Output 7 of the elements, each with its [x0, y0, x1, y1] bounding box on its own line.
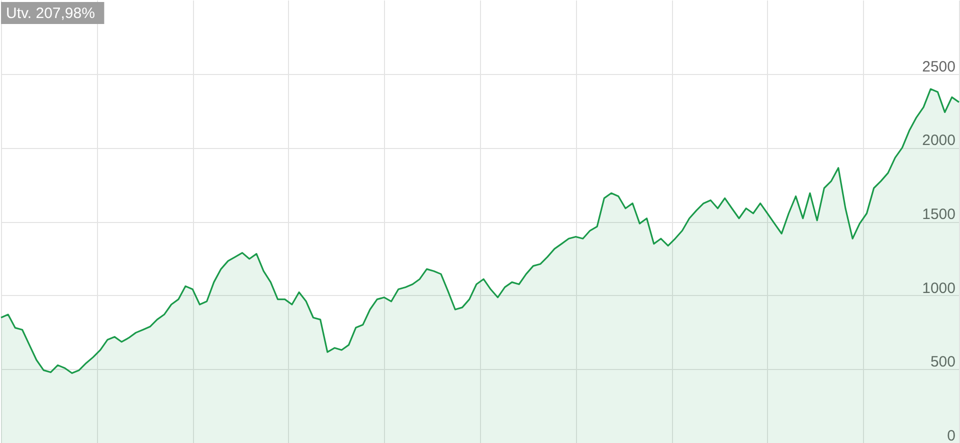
- y-tick-label: 1500: [922, 206, 956, 223]
- y-tick-label: 2000: [922, 132, 956, 150]
- y-tick-label: 2500: [922, 58, 956, 76]
- y-tick-label: 0: [947, 428, 956, 443]
- y-tick-label: 1000: [922, 280, 956, 297]
- annotation: Utv. 207,98%: [6, 5, 95, 22]
- y-tick-label: 500: [930, 354, 956, 371]
